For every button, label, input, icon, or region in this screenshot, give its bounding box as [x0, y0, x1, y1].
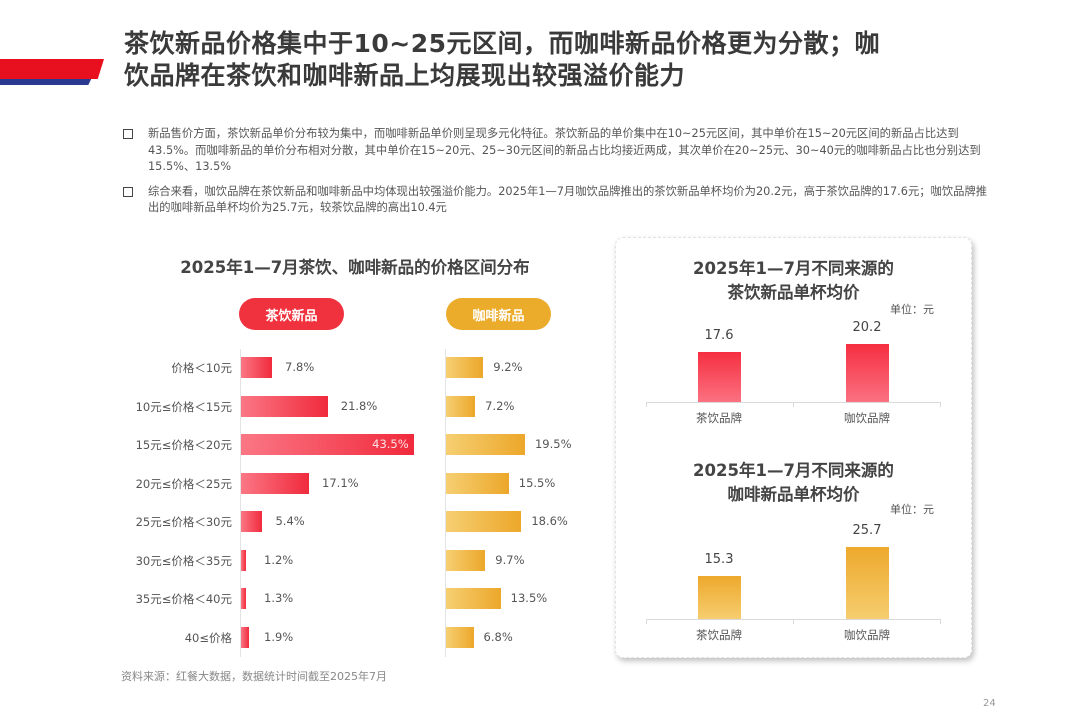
category-label: 35元≤价格＜40元 [135, 592, 232, 606]
coffee-bar [446, 357, 484, 378]
category-label: 价格＜10元 [171, 361, 232, 375]
square-bullet-icon [123, 186, 133, 197]
coffee-value-label: 6.8% [483, 629, 513, 644]
tea-avg-category-label: 茶饮品牌 [696, 411, 742, 425]
header-accent-bar [0, 59, 104, 85]
coffee-avg-value-label: 15.3 [704, 552, 734, 568]
tea-value-label: 21.8% [340, 398, 378, 413]
coffee-avg-category-label: 茶饮品牌 [696, 628, 742, 642]
coffee-bar [446, 626, 474, 648]
coffee-avg-title-line-1: 2025年1—7月不同来源的 [693, 461, 894, 480]
bullet-item: 综合来看，咖饮品牌在茶饮新品和咖啡新品中均体现出较强溢价能力。2025年1—7月… [121, 184, 991, 217]
coffee-avg-value-label: 25.7 [852, 523, 882, 539]
tea-bar [241, 357, 273, 378]
tea-value-label: 43.5% [372, 437, 409, 451]
bullet-text: 新品售价方面，茶饮新品单价分布较为集中，而咖啡新品单价则呈现多元化特征。茶饮新品… [148, 127, 981, 173]
tea-avg-bar [698, 351, 741, 402]
coffee-value-label: 15.5% [518, 475, 556, 490]
coffee-avg-title-line-2: 咖啡新品单杯均价 [727, 485, 860, 504]
page-title: 茶饮新品价格集中于10~25元区间，而咖啡新品价格更为分散；咖 饮品牌在茶饮和咖… [124, 28, 954, 92]
tea-avg-category-label: 咖饮品牌 [844, 411, 890, 425]
coffee-avg-price-chart-title: 2025年1—7月不同来源的 咖啡新品单杯均价 [615, 459, 972, 507]
tea-avg-price-chart-title: 2025年1—7月不同来源的 茶饮新品单杯均价 [615, 257, 972, 305]
category-label: 30元≤价格＜35元 [135, 553, 232, 568]
tea-value-label: 1.3% [264, 591, 294, 605]
data-source-note: 资料来源：红餐大数据，数据统计时间截至2025年7月 [121, 670, 387, 683]
bullet-item: 新品售价方面，茶饮新品单价分布较为集中，而咖啡新品单价则呈现多元化特征。茶饮新品… [121, 126, 991, 176]
coffee-avg-unit-label: 单位：元 [890, 503, 934, 516]
legend-tea-new-products: 茶饮新品 [239, 298, 344, 330]
coffee-value-label: 9.7% [495, 552, 525, 567]
coffee-value-label: 9.2% [493, 360, 523, 374]
tea-avg-title-line-1: 2025年1—7月不同来源的 [693, 259, 894, 278]
coffee-avg-tick [940, 619, 941, 624]
coffee-axis-line [445, 349, 446, 657]
coffee-bar [446, 434, 525, 455]
tea-avg-tick [940, 402, 941, 407]
tea-avg-unit-label: 单位：元 [890, 303, 934, 316]
tea-avg-bar [846, 344, 889, 402]
coffee-avg-tick [646, 619, 647, 624]
coffee-bar [446, 549, 486, 571]
legend-coffee-new-products: 咖啡新品 [446, 298, 551, 330]
coffee-bar [446, 395, 476, 417]
coffee-value-label: 18.6% [531, 514, 568, 528]
tea-bar [241, 434, 415, 455]
coffee-value-label: 7.2% [485, 398, 515, 413]
category-label: 20元≤价格＜25元 [135, 476, 232, 491]
coffee-bar [446, 588, 501, 609]
tea-value-label: 1.9% [264, 629, 294, 644]
page-title-line-2: 饮品牌在茶饮和咖啡新品上均展现出较强溢价能力 [124, 61, 686, 90]
coffee-value-label: 19.5% [534, 437, 572, 451]
bullet-list: 新品售价方面，茶饮新品单价分布较为集中，而咖啡新品单价则呈现多元化特征。茶饮新品… [121, 126, 991, 225]
tea-axis-line [240, 349, 241, 657]
bullet-text: 综合来看，咖饮品牌在茶饮新品和咖啡新品中均体现出较强溢价能力。2025年1—7月… [148, 184, 988, 215]
tea-avg-tick [793, 402, 794, 407]
coffee-bar [446, 511, 522, 532]
category-label: 15元≤价格＜20元 [135, 438, 232, 452]
page-number: 24 [983, 698, 996, 709]
tea-bar [241, 395, 328, 417]
tea-bar [241, 549, 246, 571]
tea-value-label: 5.4% [275, 514, 305, 528]
coffee-value-label: 13.5% [510, 591, 548, 605]
page-title-line-1: 茶饮新品价格集中于10~25元区间，而咖啡新品价格更为分散；咖 [124, 29, 881, 58]
coffee-avg-category-label: 咖饮品牌 [844, 628, 890, 642]
tea-bar [241, 511, 263, 532]
tea-bar [241, 626, 249, 648]
accent-stripe-red [0, 59, 104, 79]
average-price-panel [615, 237, 972, 658]
tea-value-label: 1.2% [264, 552, 294, 567]
tea-avg-value-label: 20.2 [852, 320, 882, 336]
category-label: 25元≤价格＜30元 [135, 515, 232, 529]
coffee-bar [446, 472, 509, 494]
coffee-avg-tick [793, 619, 794, 624]
tea-avg-title-line-2: 茶饮新品单杯均价 [727, 283, 860, 302]
tea-value-label: 17.1% [322, 475, 359, 490]
category-label: 10元≤价格＜15元 [135, 399, 232, 414]
tea-avg-tick [646, 402, 647, 407]
tea-bar [241, 588, 247, 609]
coffee-avg-bar [846, 547, 889, 619]
square-bullet-icon [123, 129, 133, 139]
coffee-avg-bar [698, 576, 741, 619]
category-label: 40≤价格 [184, 630, 232, 645]
tea-bar [241, 472, 310, 494]
price-distribution-chart-title: 2025年1—7月茶饮、咖啡新品的价格区间分布 [180, 258, 530, 277]
tea-value-label: 7.8% [285, 360, 315, 374]
tea-avg-value-label: 17.6 [704, 327, 734, 343]
